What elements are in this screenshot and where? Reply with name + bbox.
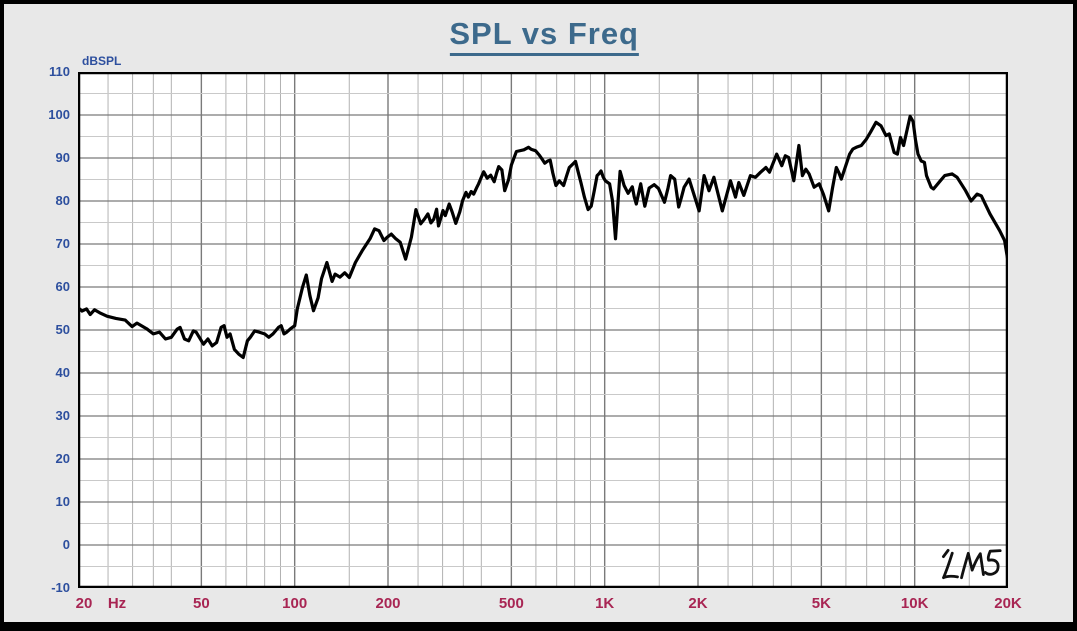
x-tick-label: 200 xyxy=(375,595,401,612)
y-tick-label: 20 xyxy=(55,451,70,466)
y-tick-label: 90 xyxy=(55,150,70,165)
lms-logo-stroke xyxy=(983,549,1002,576)
x-tick-label: 20K xyxy=(994,595,1022,612)
lms-logo xyxy=(942,548,1002,580)
y-tick-label: 0 xyxy=(62,537,70,552)
y-axis-unit-label: dBSPL xyxy=(82,54,122,68)
x-tick-label: 2K xyxy=(688,595,708,612)
chart-title: SPL vs Freq xyxy=(449,16,640,56)
lms-logo-stroke xyxy=(960,551,985,580)
spl-curve xyxy=(78,114,1008,360)
y-tick-label: 40 xyxy=(55,365,70,380)
x-tick-label: 5K xyxy=(811,595,831,612)
y-tick-label: 10 xyxy=(55,494,70,509)
x-tick-label: 20 xyxy=(75,595,93,612)
y-tick-label: 110 xyxy=(49,64,70,79)
y-tick-label: 30 xyxy=(55,408,70,423)
x-tick-label: 100 xyxy=(282,595,308,612)
y-tick-label: 100 xyxy=(48,107,70,122)
y-tick-label: 60 xyxy=(55,279,70,294)
y-tick-label: 70 xyxy=(55,236,70,251)
lms-logo-stroke xyxy=(942,551,959,580)
plot-frame xyxy=(78,72,1008,588)
spl-vs-freq-plot xyxy=(78,72,1008,588)
lms-logo-stroke xyxy=(942,548,950,559)
x-axis-unit-label: Hz xyxy=(107,595,127,612)
x-tick-label: 500 xyxy=(498,595,524,612)
y-tick-label: -10 xyxy=(51,580,70,595)
y-tick-label: 80 xyxy=(55,193,70,208)
x-tick-label: 50 xyxy=(193,595,210,612)
x-tick-label: 10K xyxy=(900,595,929,612)
y-tick-label: 50 xyxy=(55,322,70,337)
x-tick-label: 1K xyxy=(595,595,615,612)
